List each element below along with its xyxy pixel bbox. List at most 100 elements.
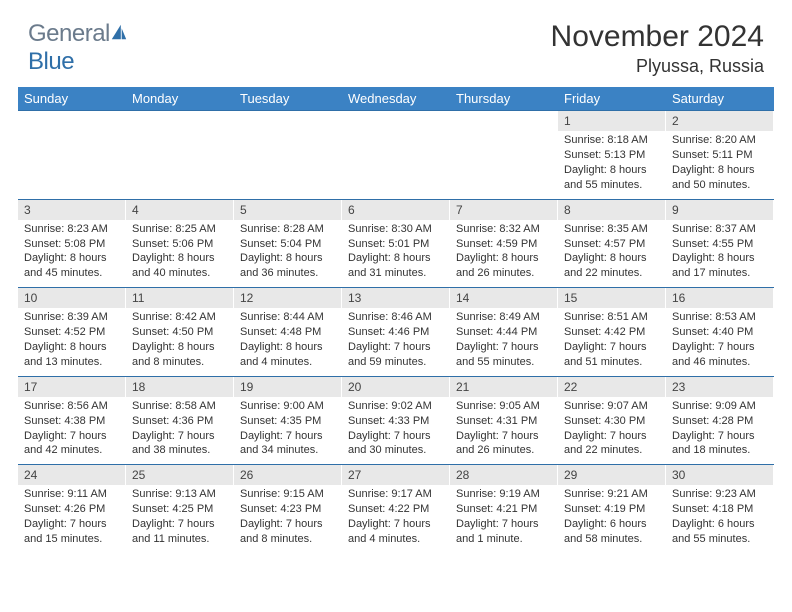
logo-text: General Blue	[28, 20, 128, 76]
calendar-cell: 20Sunrise: 9:02 AMSunset: 4:33 PMDayligh…	[342, 377, 450, 465]
sunset-text: Sunset: 4:40 PM	[672, 325, 767, 340]
day-header-sunday: Sunday	[18, 87, 126, 110]
sunset-text: Sunset: 4:25 PM	[132, 502, 227, 517]
day-number: 11	[126, 288, 233, 308]
sunset-text: Sunset: 4:35 PM	[240, 414, 335, 429]
day-body: Sunrise: 8:49 AMSunset: 4:44 PMDaylight:…	[450, 308, 557, 375]
calendar-cell: 24Sunrise: 9:11 AMSunset: 4:26 PMDayligh…	[18, 465, 126, 553]
day-number: 13	[342, 288, 449, 308]
day-body: Sunrise: 9:13 AMSunset: 4:25 PMDaylight:…	[126, 485, 233, 552]
sunrise-text: Sunrise: 8:46 AM	[348, 310, 443, 325]
daylight-text: Daylight: 8 hours and 4 minutes.	[240, 340, 335, 370]
sunrise-text: Sunrise: 8:51 AM	[564, 310, 659, 325]
daylight-text: Daylight: 7 hours and 42 minutes.	[24, 429, 119, 459]
calendar-cell: 9Sunrise: 8:37 AMSunset: 4:55 PMDaylight…	[666, 200, 774, 288]
calendar-cell	[342, 111, 450, 199]
day-body: Sunrise: 8:18 AMSunset: 5:13 PMDaylight:…	[558, 131, 665, 198]
sunrise-text: Sunrise: 9:15 AM	[240, 487, 335, 502]
day-body: Sunrise: 8:23 AMSunset: 5:08 PMDaylight:…	[18, 220, 125, 287]
daylight-text: Daylight: 7 hours and 55 minutes.	[456, 340, 551, 370]
calendar-cell: 25Sunrise: 9:13 AMSunset: 4:25 PMDayligh…	[126, 465, 234, 553]
calendar-cell: 3Sunrise: 8:23 AMSunset: 5:08 PMDaylight…	[18, 200, 126, 288]
sunrise-text: Sunrise: 8:23 AM	[24, 222, 119, 237]
day-number: 6	[342, 200, 449, 220]
sunset-text: Sunset: 4:18 PM	[672, 502, 767, 517]
day-body: Sunrise: 8:39 AMSunset: 4:52 PMDaylight:…	[18, 308, 125, 375]
sunset-text: Sunset: 4:50 PM	[132, 325, 227, 340]
daylight-text: Daylight: 7 hours and 11 minutes.	[132, 517, 227, 547]
day-body	[234, 115, 341, 123]
calendar-cell: 8Sunrise: 8:35 AMSunset: 4:57 PMDaylight…	[558, 200, 666, 288]
sunrise-text: Sunrise: 8:32 AM	[456, 222, 551, 237]
daylight-text: Daylight: 7 hours and 1 minute.	[456, 517, 551, 547]
sunrise-text: Sunrise: 9:13 AM	[132, 487, 227, 502]
day-number: 9	[666, 200, 773, 220]
day-body: Sunrise: 9:00 AMSunset: 4:35 PMDaylight:…	[234, 397, 341, 464]
sunset-text: Sunset: 4:59 PM	[456, 237, 551, 252]
calendar-cell: 16Sunrise: 8:53 AMSunset: 4:40 PMDayligh…	[666, 288, 774, 376]
calendar-cell: 6Sunrise: 8:30 AMSunset: 5:01 PMDaylight…	[342, 200, 450, 288]
daylight-text: Daylight: 8 hours and 36 minutes.	[240, 251, 335, 281]
day-header-saturday: Saturday	[666, 87, 774, 110]
day-body: Sunrise: 8:51 AMSunset: 4:42 PMDaylight:…	[558, 308, 665, 375]
sunrise-text: Sunrise: 8:53 AM	[672, 310, 767, 325]
day-number: 24	[18, 465, 125, 485]
sunrise-text: Sunrise: 8:30 AM	[348, 222, 443, 237]
sunrise-text: Sunrise: 8:20 AM	[672, 133, 767, 148]
day-number: 14	[450, 288, 557, 308]
day-number: 3	[18, 200, 125, 220]
daylight-text: Daylight: 8 hours and 8 minutes.	[132, 340, 227, 370]
daylight-text: Daylight: 7 hours and 38 minutes.	[132, 429, 227, 459]
daylight-text: Daylight: 8 hours and 55 minutes.	[564, 163, 659, 193]
day-body: Sunrise: 9:02 AMSunset: 4:33 PMDaylight:…	[342, 397, 449, 464]
day-body	[126, 115, 233, 123]
daylight-text: Daylight: 8 hours and 45 minutes.	[24, 251, 119, 281]
calendar-cell: 29Sunrise: 9:21 AMSunset: 4:19 PMDayligh…	[558, 465, 666, 553]
day-number: 10	[18, 288, 125, 308]
sunset-text: Sunset: 5:06 PM	[132, 237, 227, 252]
sunset-text: Sunset: 4:33 PM	[348, 414, 443, 429]
sunset-text: Sunset: 4:44 PM	[456, 325, 551, 340]
sunset-text: Sunset: 4:21 PM	[456, 502, 551, 517]
calendar-cell: 5Sunrise: 8:28 AMSunset: 5:04 PMDaylight…	[234, 200, 342, 288]
daylight-text: Daylight: 8 hours and 50 minutes.	[672, 163, 767, 193]
day-number: 25	[126, 465, 233, 485]
sunrise-text: Sunrise: 8:18 AM	[564, 133, 659, 148]
calendar-cell: 28Sunrise: 9:19 AMSunset: 4:21 PMDayligh…	[450, 465, 558, 553]
sunset-text: Sunset: 4:38 PM	[24, 414, 119, 429]
calendar-cell: 17Sunrise: 8:56 AMSunset: 4:38 PMDayligh…	[18, 377, 126, 465]
day-body: Sunrise: 9:23 AMSunset: 4:18 PMDaylight:…	[666, 485, 773, 552]
day-body: Sunrise: 9:05 AMSunset: 4:31 PMDaylight:…	[450, 397, 557, 464]
day-number: 8	[558, 200, 665, 220]
daylight-text: Daylight: 8 hours and 17 minutes.	[672, 251, 767, 281]
daylight-text: Daylight: 7 hours and 26 minutes.	[456, 429, 551, 459]
sunrise-text: Sunrise: 8:25 AM	[132, 222, 227, 237]
sunset-text: Sunset: 5:01 PM	[348, 237, 443, 252]
day-body: Sunrise: 8:35 AMSunset: 4:57 PMDaylight:…	[558, 220, 665, 287]
sunrise-text: Sunrise: 9:00 AM	[240, 399, 335, 414]
day-body: Sunrise: 9:11 AMSunset: 4:26 PMDaylight:…	[18, 485, 125, 552]
daylight-text: Daylight: 8 hours and 13 minutes.	[24, 340, 119, 370]
day-body: Sunrise: 8:37 AMSunset: 4:55 PMDaylight:…	[666, 220, 773, 287]
day-header-tuesday: Tuesday	[234, 87, 342, 110]
day-number: 30	[666, 465, 773, 485]
sunset-text: Sunset: 4:23 PM	[240, 502, 335, 517]
calendar-cell: 27Sunrise: 9:17 AMSunset: 4:22 PMDayligh…	[342, 465, 450, 553]
day-body: Sunrise: 8:42 AMSunset: 4:50 PMDaylight:…	[126, 308, 233, 375]
day-number: 19	[234, 377, 341, 397]
week-row: 24Sunrise: 9:11 AMSunset: 4:26 PMDayligh…	[18, 464, 774, 553]
header: General Blue November 2024 Plyussa, Russ…	[0, 0, 792, 87]
daylight-text: Daylight: 7 hours and 15 minutes.	[24, 517, 119, 547]
day-number: 28	[450, 465, 557, 485]
sunrise-text: Sunrise: 9:07 AM	[564, 399, 659, 414]
day-number: 26	[234, 465, 341, 485]
logo-word-general: General	[28, 20, 110, 47]
calendar-cell: 10Sunrise: 8:39 AMSunset: 4:52 PMDayligh…	[18, 288, 126, 376]
day-body: Sunrise: 9:17 AMSunset: 4:22 PMDaylight:…	[342, 485, 449, 552]
sunset-text: Sunset: 4:28 PM	[672, 414, 767, 429]
day-number: 1	[558, 111, 665, 131]
daylight-text: Daylight: 7 hours and 8 minutes.	[240, 517, 335, 547]
daylight-text: Daylight: 7 hours and 22 minutes.	[564, 429, 659, 459]
day-number: 4	[126, 200, 233, 220]
day-body: Sunrise: 8:58 AMSunset: 4:36 PMDaylight:…	[126, 397, 233, 464]
